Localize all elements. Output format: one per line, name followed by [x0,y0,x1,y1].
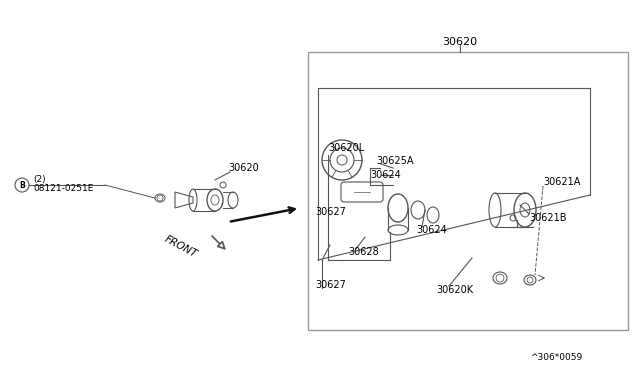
Text: 08121-0251E: 08121-0251E [33,183,93,192]
Text: B: B [19,180,25,189]
Text: ^306*0059: ^306*0059 [530,353,582,362]
Text: 30620: 30620 [228,163,259,173]
Text: 30624: 30624 [370,170,401,180]
Text: 30625A: 30625A [376,156,413,166]
Bar [308,52,628,330]
Text: 30628: 30628 [348,247,379,257]
Text: (2): (2) [33,174,45,183]
Text: 30621B: 30621B [529,213,566,223]
Text: 30624: 30624 [416,225,447,235]
Text: 30627: 30627 [315,280,346,290]
Text: 30627: 30627 [315,207,346,217]
Text: 30620L: 30620L [328,143,364,153]
Text: FRONT: FRONT [163,234,198,259]
Text: 30620K: 30620K [436,285,473,295]
Text: 30621A: 30621A [543,177,580,187]
Text: 30620: 30620 [442,37,477,47]
